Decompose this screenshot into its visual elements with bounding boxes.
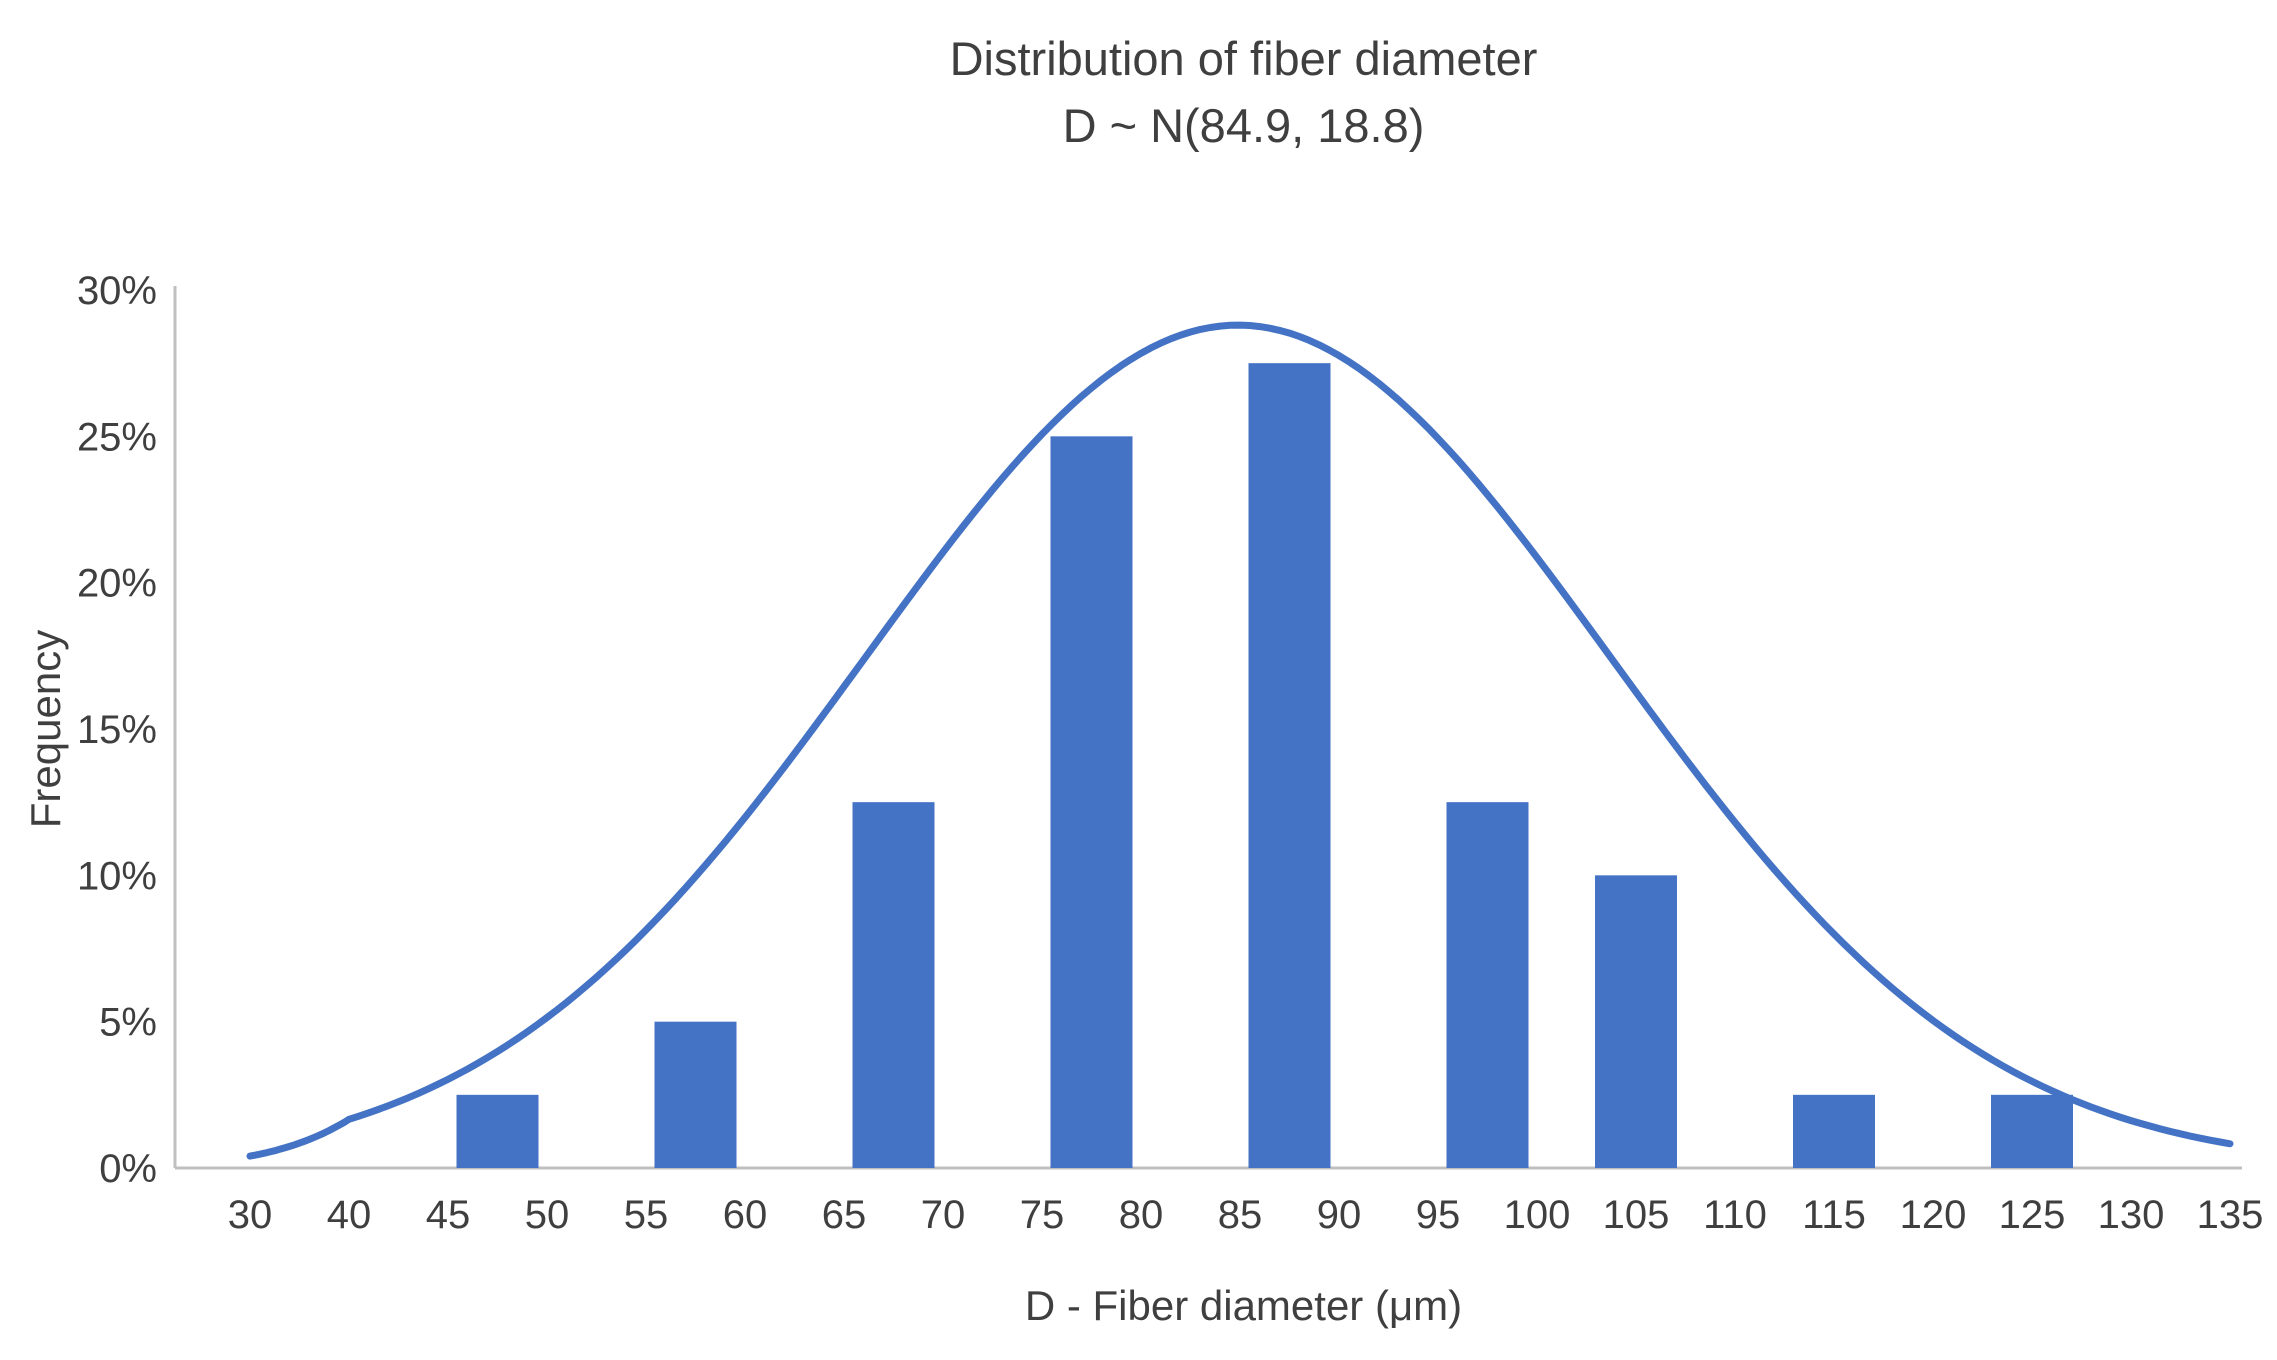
x-tick-label: 75	[1020, 1193, 1065, 1237]
x-tick-label: 120	[1900, 1193, 1967, 1237]
histogram-bar	[1248, 363, 1331, 1169]
x-tick-label: 65	[822, 1193, 867, 1237]
y-tick-label: 30%	[77, 269, 157, 313]
x-tick-label: 130	[2098, 1193, 2165, 1237]
y-tick-label: 15%	[77, 708, 157, 752]
chart-title-line1: Distribution of fiber diameter	[949, 32, 1538, 85]
x-tick-label: 60	[723, 1193, 768, 1237]
x-tick-label: 115	[1802, 1193, 1866, 1237]
histogram-bar	[852, 802, 935, 1168]
chart-title: Distribution of fiber diameter D ~ N(84.…	[210, 26, 2277, 159]
x-tick-label: 100	[1504, 1193, 1571, 1237]
y-tick-label: 10%	[77, 854, 157, 898]
y-tick-label: 0%	[99, 1147, 157, 1191]
histogram-bar	[654, 1021, 737, 1168]
y-tick-label: 20%	[77, 562, 157, 606]
chart-title-line2: D ~ N(84.9, 18.8)	[1062, 98, 1425, 152]
x-tick-label: 90	[1317, 1193, 1362, 1237]
histogram-bar	[456, 1094, 539, 1168]
histogram-bar	[1446, 802, 1529, 1168]
x-tick-label: 40	[327, 1193, 372, 1237]
x-tick-label: 55	[624, 1193, 669, 1237]
x-axis-title: D - Fiber diameter (μm)	[1024, 1282, 1463, 1329]
histogram-bar	[1991, 1094, 2073, 1168]
x-tick-label: 85	[1218, 1193, 1263, 1237]
histogram-bar	[1050, 436, 1133, 1168]
x-tick-label: 50	[525, 1193, 570, 1237]
y-tick-label: 25%	[77, 415, 157, 459]
x-tick-label: 80	[1119, 1193, 1164, 1237]
histogram-bar	[1793, 1094, 1875, 1168]
x-tick-label: 30	[228, 1193, 273, 1237]
histogram-bar	[1595, 875, 1677, 1168]
x-tick-label: 110	[1703, 1193, 1767, 1237]
x-tick-label: 135	[2197, 1193, 2264, 1237]
normal-curve	[246, 321, 2234, 1160]
x-tick-label: 45	[426, 1193, 471, 1237]
x-tick-label: 125	[1999, 1193, 2066, 1237]
x-tick-label: 95	[1416, 1193, 1461, 1237]
y-tick-label: 5%	[99, 1001, 157, 1045]
x-tick-label: 105	[1603, 1193, 1670, 1237]
x-tick-label: 70	[921, 1193, 966, 1237]
